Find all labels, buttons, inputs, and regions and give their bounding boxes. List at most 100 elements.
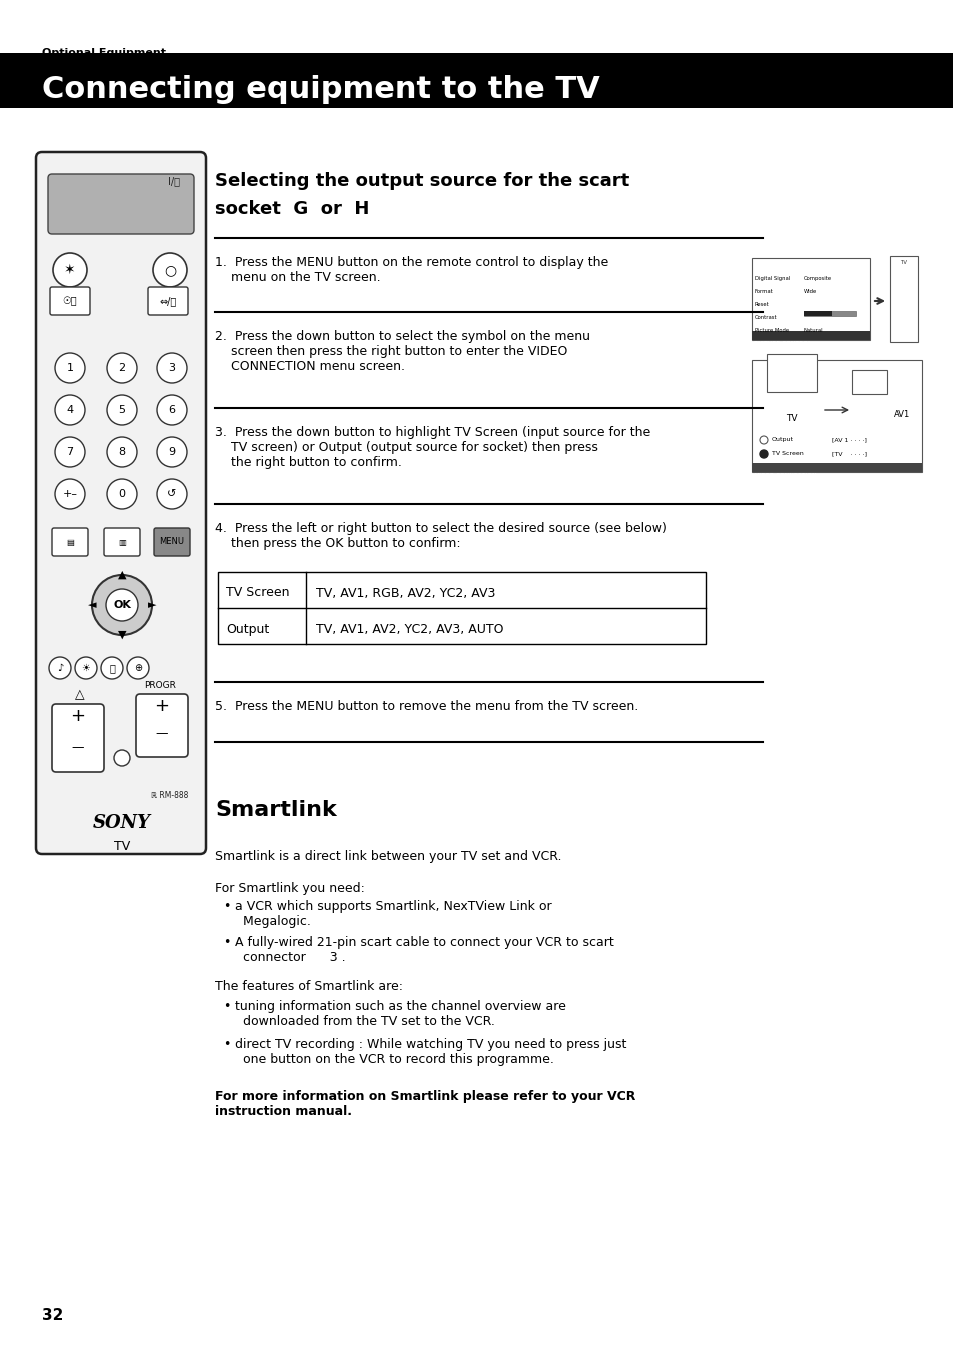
Text: Digital Signal: Digital Signal [754, 276, 789, 281]
Text: Connecting equipment to the TV: Connecting equipment to the TV [42, 76, 599, 104]
Text: Wide: Wide [803, 289, 817, 295]
Text: 2.  Press the down button to select the symbol on the menu
    screen then press: 2. Press the down button to select the s… [214, 330, 589, 373]
Text: For more information on Smartlink please refer to your VCR
instruction manual.: For more information on Smartlink please… [214, 1090, 635, 1119]
Text: 8: 8 [118, 447, 126, 457]
Bar [751, 258, 869, 340]
Text: ⇔/Ⓞ: ⇔/Ⓞ [159, 296, 176, 305]
Text: 2: 2 [118, 363, 126, 373]
Bar [751, 359, 921, 471]
Text: Reset: Reset [754, 303, 769, 307]
FancyBboxPatch shape [153, 528, 190, 557]
FancyBboxPatch shape [52, 704, 104, 771]
Text: +–: +– [63, 489, 77, 499]
Text: PROGR: PROGR [144, 681, 175, 690]
Text: 4.  Press the left or right button to select the desired source (see below)
    : 4. Press the left or right button to sel… [214, 521, 666, 550]
FancyBboxPatch shape [48, 174, 193, 234]
Bar [751, 331, 869, 340]
FancyBboxPatch shape [136, 694, 188, 757]
Bar [889, 255, 917, 342]
FancyBboxPatch shape [104, 528, 140, 557]
Text: 6: 6 [169, 405, 175, 415]
Text: +: + [71, 707, 86, 725]
Text: A fully-wired 21-pin scart cable to connect your VCR to scart
  connector      3: A fully-wired 21-pin scart cable to conn… [234, 936, 613, 965]
Circle shape [107, 353, 137, 382]
Text: 0: 0 [118, 489, 126, 499]
Text: •: • [223, 936, 230, 948]
Text: For Smartlink you need:: For Smartlink you need: [214, 882, 364, 894]
Text: 3.  Press the down button to highlight TV Screen (input source for the
    TV sc: 3. Press the down button to highlight TV… [214, 426, 650, 469]
Text: Smartlink: Smartlink [214, 800, 336, 820]
Circle shape [113, 750, 130, 766]
Bar [751, 463, 921, 471]
Text: 5: 5 [118, 405, 126, 415]
Text: The features of Smartlink are:: The features of Smartlink are: [214, 979, 402, 993]
Text: ☀: ☀ [82, 663, 91, 673]
Text: MENU: MENU [159, 538, 184, 547]
Text: TV, AV1, AV2, YC2, AV3, AUTO: TV, AV1, AV2, YC2, AV3, AUTO [315, 623, 503, 635]
Text: ⌖: ⌖ [109, 663, 114, 673]
Text: TV Screen: TV Screen [226, 586, 289, 600]
Text: Smartlink is a direct link between your TV set and VCR.: Smartlink is a direct link between your … [214, 850, 561, 863]
Bar [803, 311, 855, 316]
Circle shape [106, 589, 138, 621]
Circle shape [760, 450, 767, 458]
Text: SONY: SONY [92, 815, 151, 832]
Text: VIDEO CONNECTION: VIDEO CONNECTION [754, 473, 816, 478]
Text: Optional Equipment: Optional Equipment [42, 49, 166, 58]
Text: •: • [223, 900, 230, 913]
Circle shape [127, 657, 149, 680]
FancyBboxPatch shape [50, 286, 90, 315]
Text: 4: 4 [67, 405, 73, 415]
Text: direct TV recording : While watching TV you need to press just
  one button on t: direct TV recording : While watching TV … [234, 1038, 626, 1066]
FancyBboxPatch shape [36, 153, 206, 854]
Text: ⊕: ⊕ [133, 663, 142, 673]
Text: ►: ► [148, 600, 156, 611]
FancyBboxPatch shape [52, 528, 88, 557]
Text: ✶: ✶ [64, 263, 75, 277]
Circle shape [157, 480, 187, 509]
Text: •: • [223, 1000, 230, 1013]
Circle shape [157, 394, 187, 426]
Text: 5.  Press the MENU button to remove the menu from the TV screen.: 5. Press the MENU button to remove the m… [214, 700, 638, 713]
Text: Picture Mode: Picture Mode [754, 328, 788, 332]
Bar [766, 354, 816, 392]
Text: —: — [71, 742, 84, 754]
Text: Output: Output [771, 436, 793, 442]
Text: ▲: ▲ [117, 570, 126, 580]
Text: Output: Output [226, 623, 269, 635]
Text: a VCR which supports Smartlink, NexTView Link or
  Megalogic.: a VCR which supports Smartlink, NexTView… [234, 900, 551, 928]
Text: ♪: ♪ [57, 663, 63, 673]
Text: Selecting the output source for the scart: Selecting the output source for the scar… [214, 172, 629, 190]
Text: ◄: ◄ [88, 600, 96, 611]
Text: Natural: Natural [803, 328, 822, 332]
Text: 32: 32 [42, 1308, 63, 1323]
Text: 7: 7 [67, 447, 73, 457]
Text: TV Screen: TV Screen [771, 451, 803, 457]
Bar [851, 370, 886, 394]
Circle shape [152, 253, 187, 286]
Text: ☉Ⓒ: ☉Ⓒ [63, 296, 77, 305]
Circle shape [55, 436, 85, 467]
Circle shape [91, 576, 152, 635]
Text: Format: Format [754, 289, 773, 295]
Text: [TV    · · · ·]: [TV · · · ·] [831, 451, 866, 457]
Circle shape [55, 353, 85, 382]
Text: TV: TV [900, 259, 906, 265]
Text: •: • [223, 1038, 230, 1051]
Circle shape [53, 253, 87, 286]
Text: AV1: AV1 [893, 409, 909, 419]
Circle shape [107, 394, 137, 426]
Text: Contrast: Contrast [754, 315, 777, 320]
Bar [218, 571, 705, 644]
Text: △: △ [75, 688, 85, 701]
Circle shape [157, 436, 187, 467]
Text: ▤: ▤ [66, 538, 74, 547]
Text: socket  G  or  H: socket G or H [214, 200, 369, 218]
Text: +: + [154, 697, 170, 715]
Text: 3: 3 [169, 363, 175, 373]
Text: ○: ○ [164, 263, 176, 277]
Text: ℝ RM-888: ℝ RM-888 [151, 792, 188, 801]
Circle shape [55, 480, 85, 509]
Circle shape [49, 657, 71, 680]
Text: TV: TV [785, 413, 797, 423]
